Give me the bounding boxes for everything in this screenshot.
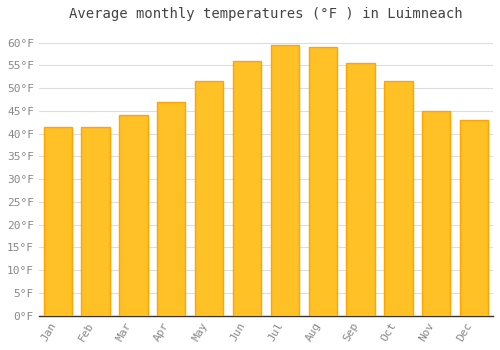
Bar [460,120,488,316]
Bar [44,127,72,316]
Title: Average monthly temperatures (°F ) in Luimneach: Average monthly temperatures (°F ) in Lu… [69,7,462,21]
Bar [270,45,299,316]
Bar [233,61,261,316]
Bar [119,116,148,316]
Bar [384,81,412,316]
Bar [346,63,375,316]
Bar [422,111,450,316]
Bar [195,81,224,316]
Bar [157,102,186,316]
Bar [308,47,337,316]
Bar [82,127,110,316]
